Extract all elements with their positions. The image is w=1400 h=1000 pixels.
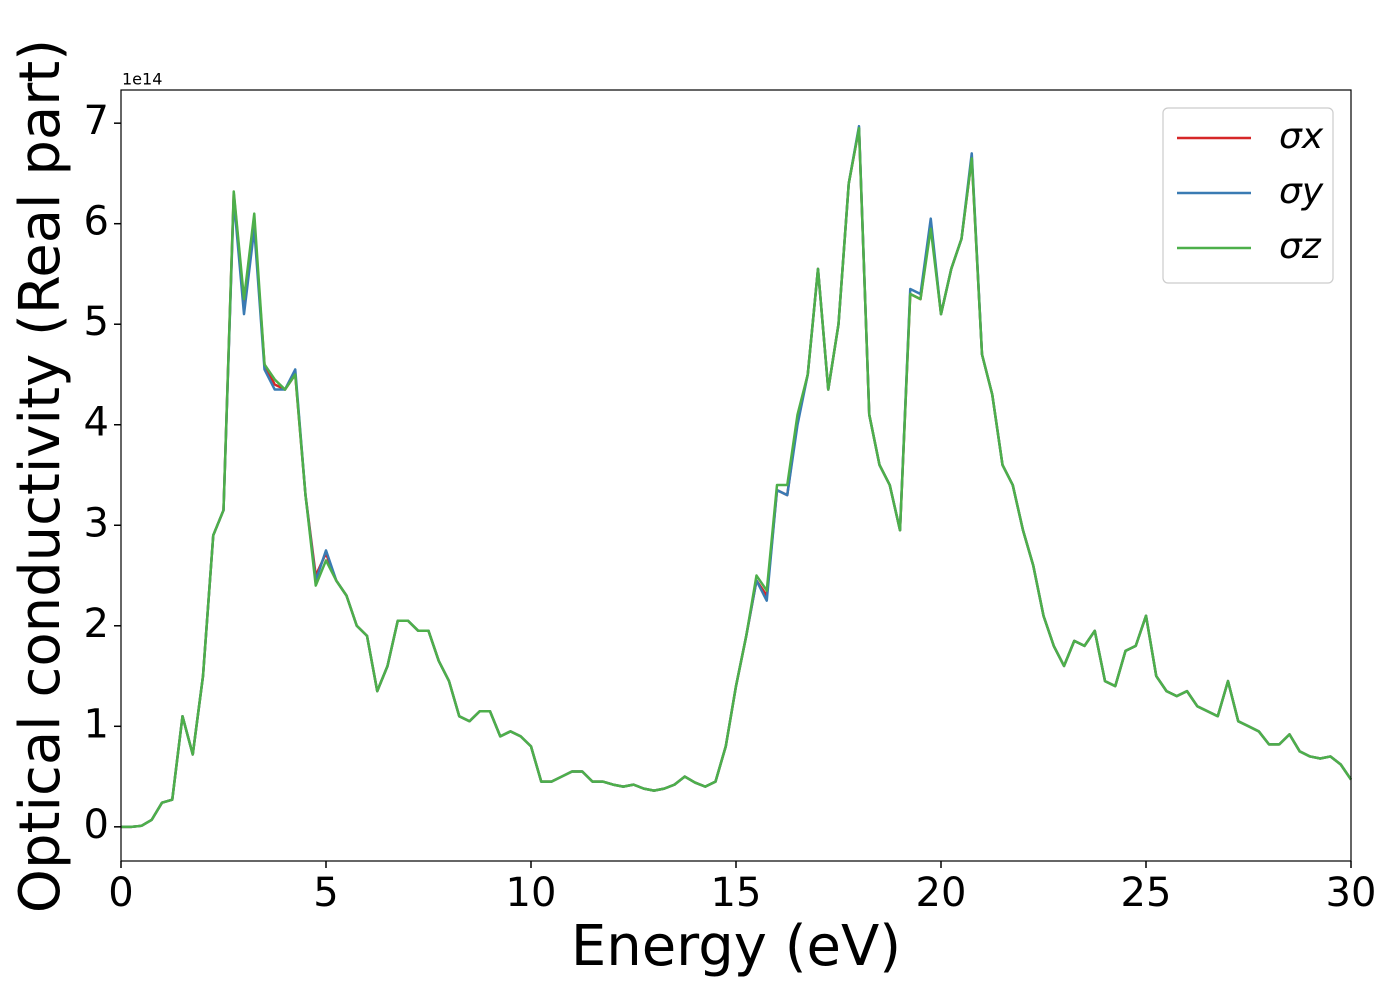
x-tick-label: 30 [1326, 870, 1377, 916]
plot-frame [120, 89, 1352, 862]
y-tick-label: 3 [84, 500, 109, 546]
y-axis-label: Optical conductivity (Real part) [8, 39, 73, 913]
legend-label: σx [1279, 116, 1324, 157]
y-tick-label: 7 [84, 98, 109, 144]
x-tick-label: 20 [916, 870, 967, 916]
series-line [121, 126, 1353, 829]
x-tick-label: 15 [711, 870, 762, 916]
legend-label: σz [1279, 226, 1322, 267]
x-tick-label: 5 [313, 870, 338, 916]
y-tick-label: 4 [84, 400, 109, 446]
y-offset-label: 1e14 [122, 70, 162, 89]
x-axis-label: Energy (eV) [571, 914, 901, 979]
x-tick-label: 25 [1121, 870, 1172, 916]
y-tick-label: 2 [84, 601, 109, 647]
x-tick-label: 10 [506, 870, 557, 916]
y-tick-label: 5 [84, 299, 109, 345]
x-tick-label: 0 [108, 870, 133, 916]
y-tick-label: 1 [84, 701, 109, 747]
legend-box [1162, 107, 1334, 284]
y-tick-label: 6 [84, 199, 109, 245]
y-tick-label: 0 [84, 802, 109, 848]
legend-label: σy [1279, 171, 1324, 212]
